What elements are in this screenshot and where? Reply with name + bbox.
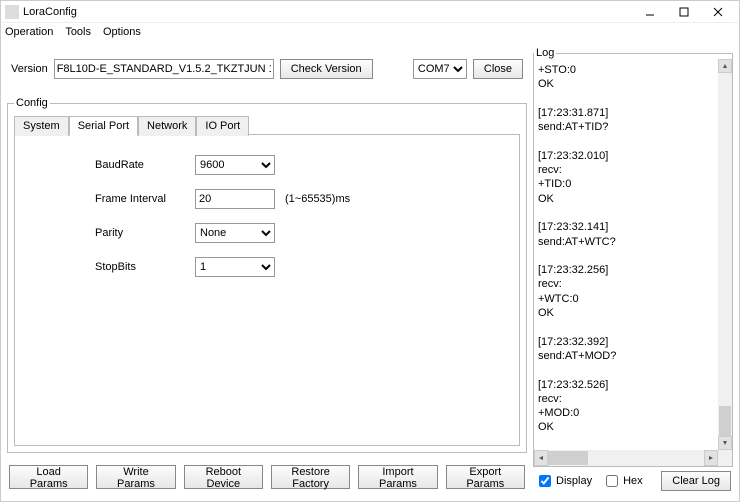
app-window: LoraConfig Operation Tools Options Versi… [0,0,740,502]
hex-label: Hex [623,475,643,487]
menu-options[interactable]: Options [103,26,141,38]
log-vscrollbar[interactable] [718,59,732,450]
write-params-button[interactable]: Write Params [96,465,175,489]
log-line: send:AT+TID? [538,120,714,134]
parity-select[interactable]: None [195,223,275,243]
tab-serial-port[interactable]: Serial Port [69,116,138,136]
close-port-button[interactable]: Close [473,59,523,79]
restore-factory-button[interactable]: Restore Factory [271,465,350,489]
version-field[interactable] [54,59,274,79]
log-line: [17:23:32.526] [538,378,714,392]
config-group: Config System Serial Port Network IO Por… [7,97,527,453]
scroll-down-arrow[interactable] [718,436,732,450]
tab-io-port[interactable]: IO Port [196,116,249,136]
log-line: +WTC:0 [538,292,714,306]
hex-checkbox[interactable] [606,475,618,487]
vscroll-track[interactable] [718,73,732,436]
load-params-button[interactable]: Load Params [9,465,88,489]
stopbits-label: StopBits [95,261,195,273]
log-controls: Display Hex Clear Log [533,467,733,495]
left-pane: Version Check Version COM7 Close Config … [7,47,527,495]
log-line: +STO:0 [538,63,714,77]
display-checkbox[interactable] [539,475,551,487]
log-line: OK [538,77,714,91]
log-line: OK [538,420,714,434]
version-label: Version [11,63,48,75]
config-legend: Config [14,97,50,109]
row-stopbits: StopBits 1 [95,257,499,277]
log-group: Log +STO:0OK [17:23:31.871]send:AT+TID? … [533,47,733,467]
log-line: recv: [538,277,714,291]
menu-tools[interactable]: Tools [65,26,91,38]
menu-operation[interactable]: Operation [5,26,53,38]
log-line [538,320,714,334]
display-label: Display [556,475,592,487]
frame-interval-label: Frame Interval [95,193,195,205]
window-controls [633,2,735,22]
log-line [538,249,714,263]
tab-system[interactable]: System [14,116,69,136]
hex-checkbox-label[interactable]: Hex [602,472,643,490]
scroll-up-arrow[interactable] [718,59,732,73]
log-line: send:AT+MOD? [538,349,714,363]
window-title: LoraConfig [23,6,633,18]
reboot-device-button[interactable]: Reboot Device [184,465,263,489]
bottom-buttons: Load Params Write Params Reboot Device R… [7,459,527,495]
log-line [538,92,714,106]
log-line: +TID:0 [538,177,714,191]
close-button[interactable] [701,2,735,22]
frame-interval-input[interactable] [195,189,275,209]
parity-label: Parity [95,227,195,239]
export-params-button[interactable]: Export Params [446,465,525,489]
log-hscrollbar[interactable] [534,450,718,466]
row-parity: Parity None [95,223,499,243]
menu-bar: Operation Tools Options [1,23,739,41]
scroll-left-arrow[interactable] [534,450,548,466]
log-line [538,363,714,377]
log-line [538,206,714,220]
com-select[interactable]: COM7 [413,59,467,79]
log-line: recv: [538,163,714,177]
log-textarea[interactable]: +STO:0OK [17:23:31.871]send:AT+TID? [17:… [534,59,718,450]
scroll-right-arrow[interactable] [704,450,718,466]
log-line [538,134,714,148]
hscroll-track[interactable] [548,450,704,466]
log-line: OK [538,192,714,206]
log-line: recv: [538,392,714,406]
check-version-button[interactable]: Check Version [280,59,373,79]
log-legend: Log [534,47,556,59]
stopbits-select[interactable]: 1 [195,257,275,277]
import-params-button[interactable]: Import Params [358,465,437,489]
baudrate-select[interactable]: 9600 [195,155,275,175]
row-baudrate: BaudRate 9600 [95,155,499,175]
log-line: [17:23:31.871] [538,106,714,120]
app-icon [5,5,19,19]
hscroll-thumb[interactable] [548,451,588,465]
maximize-button[interactable] [667,2,701,22]
tab-network[interactable]: Network [138,116,196,136]
log-line: [17:23:32.010] [538,149,714,163]
client-area: Version Check Version COM7 Close Config … [1,41,739,501]
vscroll-thumb[interactable] [719,406,731,436]
row-frame-interval: Frame Interval (1~65535)ms [95,189,499,209]
version-row: Version Check Version COM7 Close [7,47,527,91]
config-tabs: System Serial Port Network IO Port [14,115,520,135]
log-line: +MOD:0 [538,406,714,420]
title-bar: LoraConfig [1,1,739,23]
log-line: OK [538,306,714,320]
log-line [538,435,714,449]
log-line: [17:23:32.392] [538,335,714,349]
baudrate-label: BaudRate [95,159,195,171]
tab-panel: BaudRate 9600 Frame Interval (1~65535)ms… [14,134,520,446]
minimize-button[interactable] [633,2,667,22]
log-line: [17:23:32.141] [538,220,714,234]
right-pane: Log +STO:0OK [17:23:31.871]send:AT+TID? … [533,47,733,495]
display-checkbox-label[interactable]: Display [535,472,592,490]
frame-interval-hint: (1~65535)ms [285,193,350,205]
log-line: [17:23:32.256] [538,263,714,277]
scroll-corner [718,450,732,466]
log-line: send:AT+WTC? [538,235,714,249]
clear-log-button[interactable]: Clear Log [661,471,731,491]
